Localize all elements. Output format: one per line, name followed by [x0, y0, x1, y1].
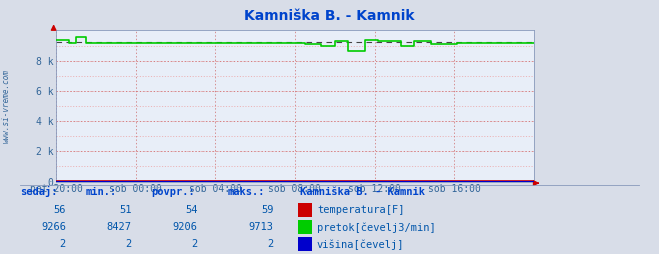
Text: 2: 2 [60, 239, 66, 249]
Text: 8427: 8427 [107, 222, 132, 232]
Text: www.si-vreme.com: www.si-vreme.com [1, 69, 11, 143]
Text: maks.:: maks.: [227, 187, 265, 197]
Text: Kamniška B. - Kamnik: Kamniška B. - Kamnik [244, 9, 415, 23]
Text: 51: 51 [119, 204, 132, 215]
Text: 2: 2 [192, 239, 198, 249]
Text: povpr.:: povpr.: [152, 187, 195, 197]
Text: 9266: 9266 [41, 222, 66, 232]
Text: temperatura[F]: temperatura[F] [317, 204, 405, 215]
Text: 9713: 9713 [248, 222, 273, 232]
Text: 54: 54 [185, 204, 198, 215]
Text: 2: 2 [126, 239, 132, 249]
Text: min.:: min.: [86, 187, 117, 197]
Text: 59: 59 [261, 204, 273, 215]
Text: 2: 2 [268, 239, 273, 249]
Text: višina[čevelj]: višina[čevelj] [317, 239, 405, 250]
Text: Kamniška B. - Kamnik: Kamniška B. - Kamnik [300, 187, 425, 197]
Text: 9206: 9206 [173, 222, 198, 232]
Text: 56: 56 [53, 204, 66, 215]
Text: pretok[čevelj3/min]: pretok[čevelj3/min] [317, 222, 436, 233]
Text: sedaj:: sedaj: [20, 186, 57, 197]
